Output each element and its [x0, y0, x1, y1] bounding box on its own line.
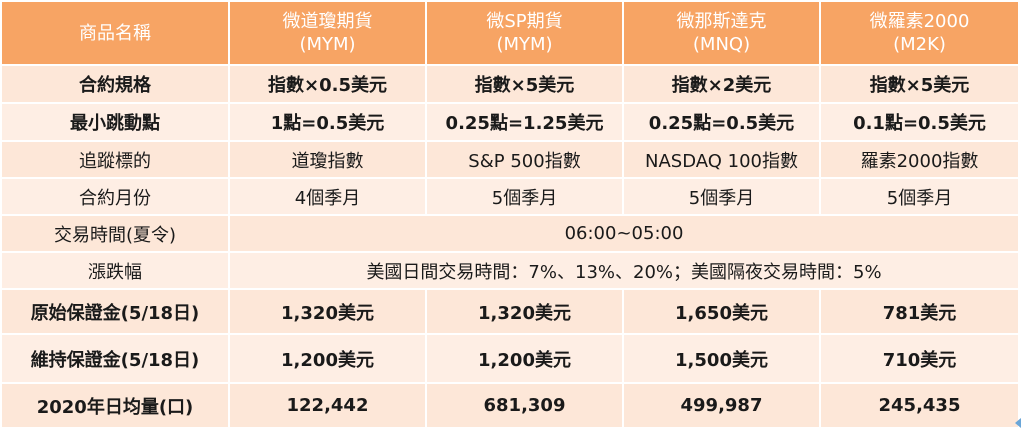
row-initial-margin: 原始保證金(5/18日) 1,320美元 1,320美元 1,650美元 781…: [0, 288, 1020, 335]
row-contract-months: 合約月份 4個季月 5個季月 5個季月 5個季月: [0, 177, 1020, 216]
table-cell: 0.25點=0.5美元: [622, 102, 821, 142]
header-product-name: 商品名稱: [0, 0, 230, 66]
table-cell: NASDAQ 100指數: [622, 140, 821, 179]
table-cell: 指數×5美元: [425, 64, 624, 104]
table-cell: 羅素2000指數: [819, 140, 1020, 179]
header-micro-nasdaq-name: 微那斯達克: [676, 11, 767, 32]
table-cell-merged: 美國日間交易時間：7%、13%、20%；美國隔夜交易時間：5%: [228, 251, 1020, 290]
table-cell: 681,309: [425, 382, 624, 429]
row-price-limit: 漲跌幅 美國日間交易時間：7%、13%、20%；美國隔夜交易時間：5%: [0, 251, 1020, 290]
table-cell: 1,200美元: [228, 333, 427, 384]
table-cell: 指數×2美元: [622, 64, 821, 104]
row-label: 漲跌幅: [0, 251, 230, 290]
table-cell: 245,435: [819, 382, 1020, 429]
table-cell: 5個季月: [819, 177, 1020, 216]
row-label: 追蹤標的: [0, 140, 230, 179]
table-cell: 122,442: [228, 382, 427, 429]
table-cell: 1點=0.5美元: [228, 102, 427, 142]
header-micro-dow: 微道瓊期貨 (MYM): [228, 0, 427, 66]
header-micro-russell-code: (M2K): [893, 34, 946, 55]
table-cell: S&P 500指數: [425, 140, 624, 179]
table-cell: 道瓊指數: [228, 140, 427, 179]
table-cell: 710美元: [819, 333, 1020, 384]
table-cell-merged: 06:00~05:00: [228, 214, 1020, 253]
row-label: 交易時間(夏令): [0, 214, 230, 253]
header-micro-sp-name: 微SP期貨: [486, 11, 563, 32]
table-cell: 4個季月: [228, 177, 427, 216]
header-micro-nasdaq: 微那斯達克 (MNQ): [622, 0, 821, 66]
row-label: 原始保證金(5/18日): [0, 288, 230, 335]
table-cell: 1,320美元: [425, 288, 624, 335]
row-label: 最小跳動點: [0, 102, 230, 142]
table-cell: 0.1點=0.5美元: [819, 102, 1020, 142]
resize-handle-icon: [1015, 418, 1021, 428]
row-label: 2020年日均量(口): [0, 382, 230, 429]
header-micro-dow-name: 微道瓊期貨: [282, 11, 373, 32]
row-min-tick: 最小跳動點 1點=0.5美元 0.25點=1.25美元 0.25點=0.5美元 …: [0, 102, 1020, 142]
row-maintenance-margin: 維持保證金(5/18日) 1,200美元 1,200美元 1,500美元 710…: [0, 333, 1020, 384]
table-cell: 781美元: [819, 288, 1020, 335]
row-label: 合約月份: [0, 177, 230, 216]
table-cell: 5個季月: [425, 177, 624, 216]
table-cell: 1,650美元: [622, 288, 821, 335]
header-micro-russell: 微羅素2000 (M2K): [819, 0, 1020, 66]
table-cell: 1,320美元: [228, 288, 427, 335]
header-row: 商品名稱 微道瓊期貨 (MYM) 微SP期貨 (MYM) 微那斯達克 (MNQ)…: [0, 0, 1020, 66]
table-cell: 499,987: [622, 382, 821, 429]
row-underlying: 追蹤標的 道瓊指數 S&P 500指數 NASDAQ 100指數 羅素2000指…: [0, 140, 1020, 179]
table-cell: 指數×5美元: [819, 64, 1020, 104]
row-trading-hours: 交易時間(夏令) 06:00~05:00: [0, 214, 1020, 253]
table-cell: 0.25點=1.25美元: [425, 102, 624, 142]
header-micro-sp-code: (MYM): [496, 34, 553, 55]
header-micro-sp: 微SP期貨 (MYM): [425, 0, 624, 66]
row-daily-volume: 2020年日均量(口) 122,442 681,309 499,987 245,…: [0, 382, 1020, 429]
row-label: 合約規格: [0, 64, 230, 104]
header-micro-dow-code: (MYM): [299, 34, 356, 55]
header-product-name-label: 商品名稱: [79, 22, 151, 44]
table-cell: 指數×0.5美元: [228, 64, 427, 104]
table-cell: 1,200美元: [425, 333, 624, 384]
header-micro-nasdaq-code: (MNQ): [692, 34, 751, 55]
futures-comparison-table: 商品名稱 微道瓊期貨 (MYM) 微SP期貨 (MYM) 微那斯達克 (MNQ)…: [0, 0, 1020, 429]
table-cell: 1,500美元: [622, 333, 821, 384]
header-micro-russell-name: 微羅素2000: [869, 11, 970, 32]
row-contract-spec: 合約規格 指數×0.5美元 指數×5美元 指數×2美元 指數×5美元: [0, 64, 1020, 104]
table-cell: 5個季月: [622, 177, 821, 216]
row-label: 維持保證金(5/18日): [0, 333, 230, 384]
